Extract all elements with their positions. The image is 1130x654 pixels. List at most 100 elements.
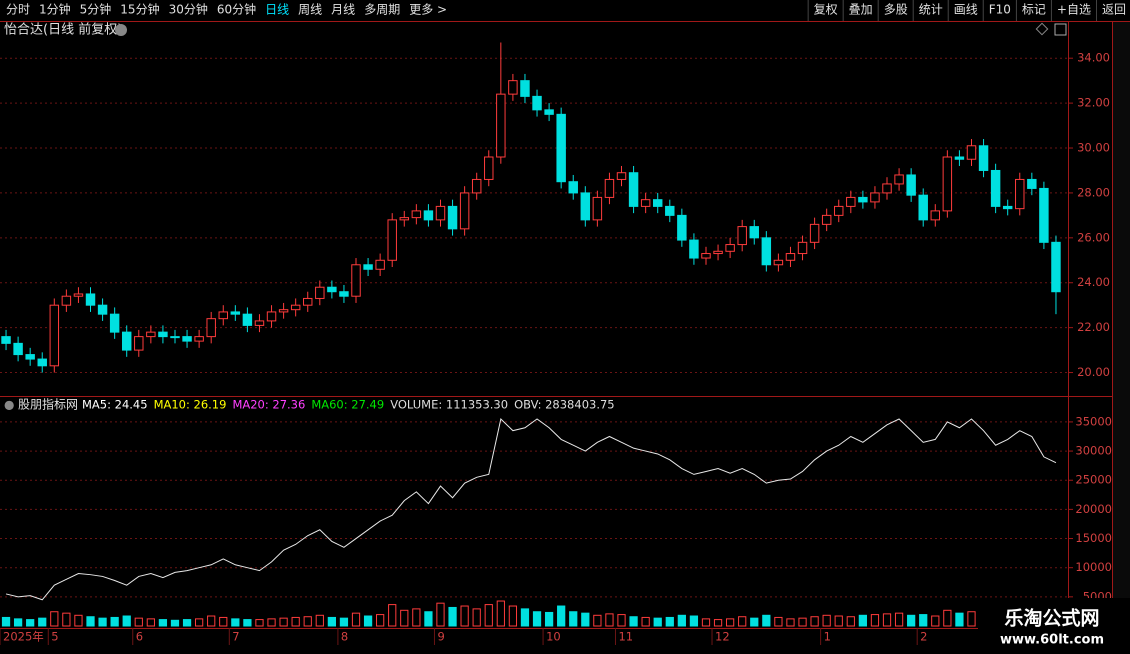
toolbar-item[interactable]: F10 [989,3,1011,17]
volume-bar [436,602,445,627]
candle-body [1002,205,1013,210]
candle-body [1,336,11,344]
volume-bar [762,614,771,627]
volume-bar [689,615,699,627]
volume-bar [834,615,843,627]
volume-bar [544,611,554,627]
volume-bar [484,604,493,627]
toolbar-item[interactable]: +自选 [1057,3,1091,17]
toolbar-item[interactable]: 多股 [884,3,908,17]
volume-bar [907,614,916,627]
toolbar-item[interactable]: 分时 [6,3,30,17]
volume-bar [919,614,928,627]
candle-body [882,183,892,194]
candle-body [797,241,808,255]
volume-bar [894,612,904,627]
candle-body [1039,187,1049,243]
y-tick-label: 30000 [1075,444,1112,458]
indicator-name: 股朋指标网 [18,397,78,412]
volume-bar [774,616,783,627]
toolbar-item[interactable]: 返回 [1102,3,1126,17]
window-icon[interactable] [1054,23,1067,36]
y-tick-label: 30.00 [1077,141,1110,155]
volume-bar [267,618,276,627]
toolbar-item[interactable]: 日线 [265,3,289,17]
volume-bar [315,614,324,627]
toolbar-item[interactable]: 叠加 [849,3,873,17]
volume-bar [424,611,433,627]
volume-bar [858,614,867,627]
candle-body [496,93,506,158]
candle-body [399,217,410,221]
watermark-url: www.60lt.com [1000,633,1104,648]
toolbar-item[interactable]: 统计 [919,3,943,17]
candle-body [858,196,868,203]
x-tick-label: 5 [51,630,58,644]
obv-line [5,418,1057,601]
toolbar-item[interactable]: 更多 > [409,3,447,17]
candle-body [435,205,446,221]
volume-bar [508,605,518,627]
candle-body [954,156,965,160]
volume-bar [931,615,940,627]
candle-body [652,199,663,207]
y-tick-label: 22.00 [1077,320,1110,334]
candle-body [592,196,603,221]
volume-bar [74,614,83,627]
toolbar-item[interactable]: 5分钟 [80,2,112,17]
watermark-title: 乐淘公式网 [1004,607,1099,630]
volume-bar [713,619,723,627]
candle-body [13,342,23,356]
volume-bar [496,600,505,627]
toolbar-item[interactable]: 周线 [298,3,322,17]
toolbar-item[interactable]: 标记 [1022,3,1046,17]
volume-bar [219,616,228,627]
x-tick-label: 1 [824,630,831,644]
volume-bar [412,608,421,627]
y-tick-label: 28.00 [1077,185,1110,199]
candle-body [966,145,977,160]
volume-bar [26,619,35,627]
y-tick-label: 20000 [1075,502,1112,516]
volume-bar [810,616,819,627]
candle-body [218,311,228,320]
volume-bar [207,615,216,627]
volume-bar [677,614,686,627]
volume-bar [182,619,192,627]
candle-body [616,172,627,180]
y-tick-label: 20.00 [1077,365,1110,379]
indicator-legend: OBV: 2838403.75 [514,398,615,412]
toolbar-item[interactable]: 多周期 [364,3,400,17]
y-tick-label: 34.00 [1077,51,1110,65]
x-tick-label: 6 [136,630,143,644]
volume-bar [279,617,288,627]
candle-body [170,336,180,339]
toolbar-item[interactable]: 1分钟 [39,2,71,17]
volume-bar [339,617,349,627]
candle-body [508,80,518,95]
volume-bar [520,608,530,627]
y-tick-label: 10000 [1075,560,1112,574]
toolbar-item[interactable]: 复权 [814,3,838,17]
toolbar-item[interactable]: 30分钟 [169,2,208,17]
volume-bar [557,605,566,627]
volume-bar [701,618,711,627]
candle-body [532,95,542,111]
y-tick-label: 26.00 [1077,230,1110,244]
toolbar-item[interactable]: 15分钟 [120,2,159,17]
toolbar-item[interactable]: 60分钟 [217,2,256,17]
toolbar-item[interactable]: 月线 [331,3,355,17]
volume-bar [943,609,952,627]
volume-bar [231,618,240,627]
volume-bar [605,613,614,627]
toolbar-item[interactable]: 画线 [954,3,978,17]
volume-bar [593,614,602,627]
candle-body [834,205,844,216]
candle-body [761,237,772,266]
candle-body [134,336,144,351]
candle-body [327,286,337,293]
diamond-icon[interactable] [1035,22,1049,36]
indicator-legend: MA20: 27.36 [232,398,305,412]
volume-bar [955,612,964,627]
title-menu-icon[interactable] [115,24,127,36]
